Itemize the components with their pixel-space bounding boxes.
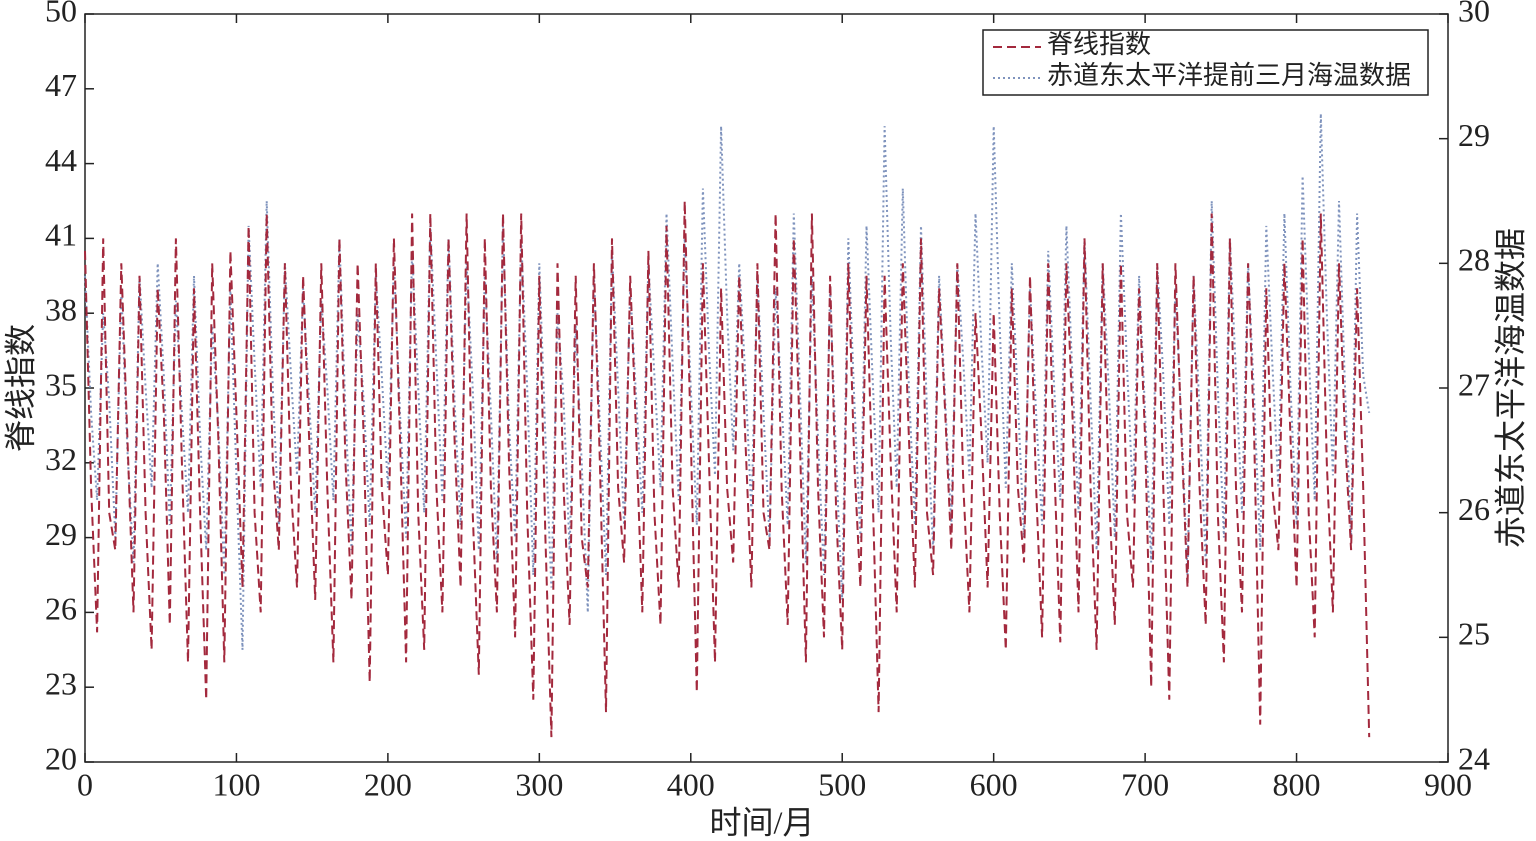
line-series <box>84 200 1371 738</box>
y-tick-label: 50 <box>45 0 77 28</box>
line-series <box>84 113 1371 650</box>
y2-tick-label: 24 <box>1458 740 1490 776</box>
y2-axis-label: 赤道东太平洋海温数据 <box>1492 228 1528 548</box>
y-tick-label: 35 <box>45 366 77 402</box>
plot-frame <box>84 13 1449 763</box>
x-tick-label: 600 <box>970 766 1018 802</box>
y-tick-label: 29 <box>45 516 77 552</box>
x-tick-label: 700 <box>1121 766 1169 802</box>
x-tick-label: 300 <box>515 766 563 802</box>
y2-tick-label: 30 <box>1458 0 1490 28</box>
y-tick-label: 20 <box>45 740 77 776</box>
y-tick-label: 26 <box>45 591 77 627</box>
x-axis-label: 时间/月 <box>710 804 815 840</box>
y-tick-label: 41 <box>45 217 77 253</box>
y-tick-label: 23 <box>45 666 77 702</box>
x-tick-label: 800 <box>1273 766 1321 802</box>
x-tick-label: 900 <box>1424 766 1472 802</box>
y2-tick-label: 26 <box>1458 491 1490 527</box>
legend-label: 赤道东太平洋提前三月海温数据 <box>1047 61 1411 90</box>
y2-tick-label: 29 <box>1458 117 1490 153</box>
y-tick-label: 32 <box>45 441 77 477</box>
x-tick-label: 200 <box>364 766 412 802</box>
legend-box <box>982 29 1429 96</box>
x-tick-label: 100 <box>212 766 260 802</box>
x-tick-label: 400 <box>667 766 715 802</box>
y2-tick-label: 25 <box>1458 616 1490 652</box>
y-tick-label: 38 <box>45 292 77 328</box>
y-tick-label: 44 <box>45 142 77 178</box>
legend-label: 脊线指数 <box>1047 30 1151 59</box>
x-tick-label: 0 <box>77 766 93 802</box>
x-tick-label: 500 <box>818 766 866 802</box>
y-tick-label: 47 <box>45 67 77 103</box>
y2-tick-label: 28 <box>1458 242 1490 278</box>
y2-tick-label: 27 <box>1458 366 1490 402</box>
y-axis-label: 脊线指数 <box>2 324 38 452</box>
